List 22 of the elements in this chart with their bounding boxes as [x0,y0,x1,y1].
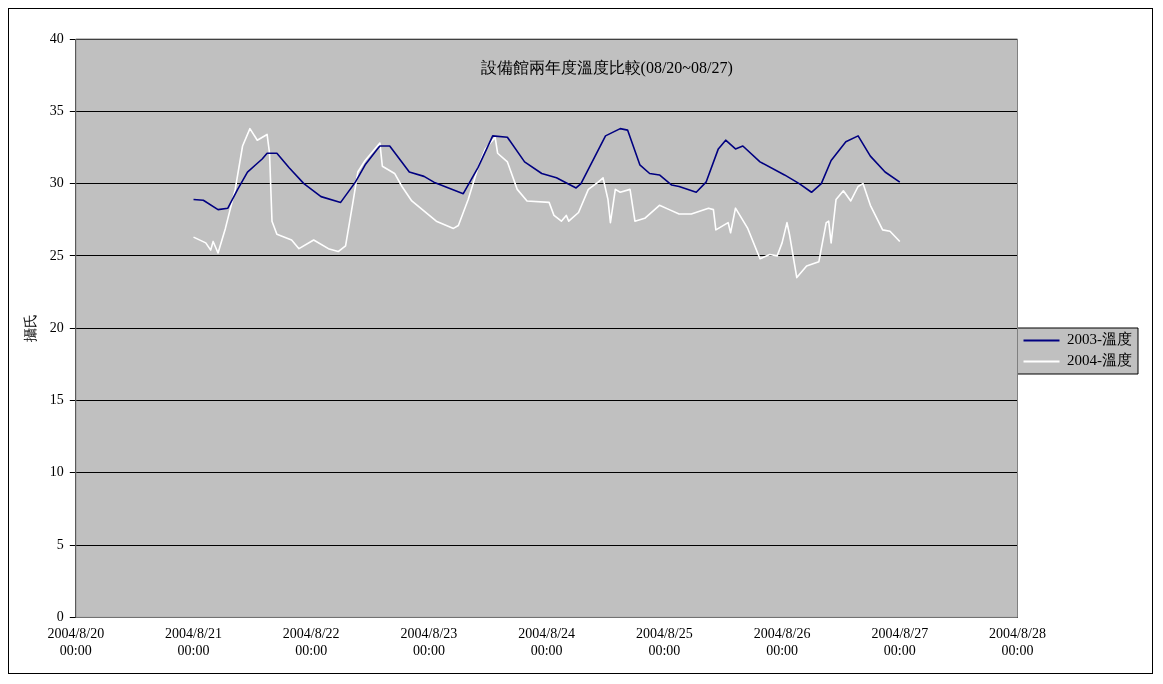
x-tick-label: 2004/8/21 00:00 [165,626,222,659]
legend-label: 2003-溫度 [1067,331,1132,348]
y-axis-title: 攝氏 [23,314,39,343]
x-tick-label: 2004/8/26 00:00 [753,626,811,659]
legend-label: 2004-溫度 [1067,352,1132,369]
x-tick-label: 2004/8/22 00:00 [282,626,340,659]
x-tick-label: 2004/8/28 00:00 [989,626,1046,659]
y-tick-label: 25 [49,247,64,263]
x-tick-label: 2004/8/24 00:00 [518,626,576,659]
text: 設備館兩年度溫度比較(08/20~08/27) [480,59,733,78]
x-tick-label: 2004/8/25 00:00 [635,626,693,659]
y-tick-label: 20 [49,319,64,335]
y-tick-label: 0 [56,609,64,625]
y-tick-label: 15 [49,392,64,408]
x-tick-label: 2004/8/23 00:00 [400,626,458,659]
y-tick-label: 5 [56,536,64,552]
y-tick-label: 10 [49,464,64,480]
y-tick-label: 35 [49,102,64,118]
x-tick-label: 2004/8/27 00:00 [871,626,929,659]
y-tick-label: 30 [49,175,64,191]
x-tick-label: 2004/8/20 00:00 [47,626,105,659]
y-tick-label: 40 [49,30,64,46]
